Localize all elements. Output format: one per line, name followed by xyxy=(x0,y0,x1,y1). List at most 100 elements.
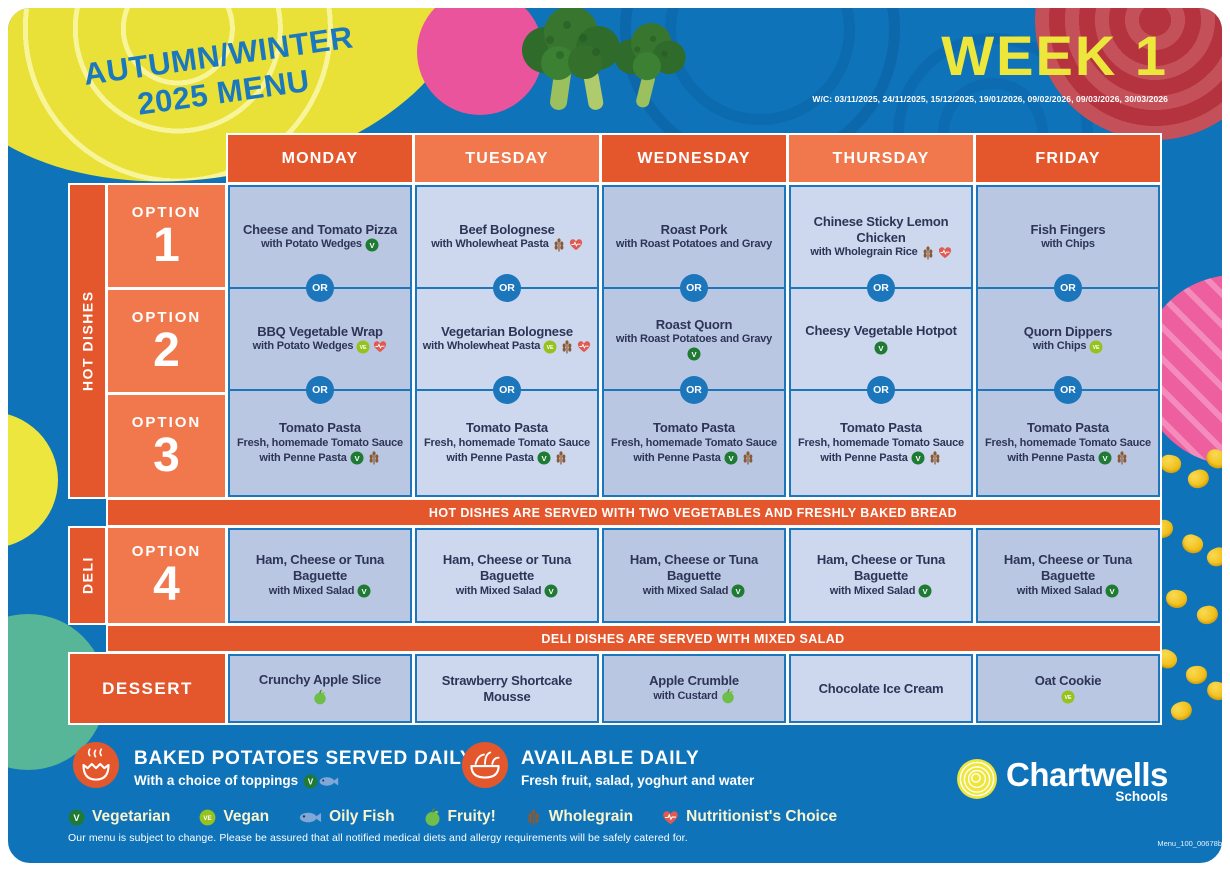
dish-title: Ham, Cheese or Tuna Baguette xyxy=(816,552,946,584)
or-badge: OR xyxy=(680,376,708,404)
wholegrain-icon xyxy=(525,808,542,826)
legend-label: Nutritionist's Choice xyxy=(686,808,838,825)
dish-icon-row: V xyxy=(874,341,888,355)
dish-subline: with Potato Wedges V xyxy=(261,237,379,252)
dish-title: Tomato Pasta xyxy=(1027,420,1109,436)
or-badge: OR xyxy=(867,274,895,302)
svg-text:V: V xyxy=(878,344,884,353)
dish-title: Chinese Sticky Lemon Chicken xyxy=(813,213,949,245)
day-header-wednesday: WEDNESDAY xyxy=(602,135,786,182)
option-1-label: OPTION 1 xyxy=(108,185,225,287)
dish-subline-text: with Chips xyxy=(1041,238,1095,251)
chartwells-swirl-icon xyxy=(956,758,998,800)
legend-label: Fruity! xyxy=(447,808,496,825)
dish-subline: with Chips VE xyxy=(1033,339,1104,354)
dish-title: Quorn Dippers xyxy=(1023,323,1113,339)
dish-subline: with Chips xyxy=(1041,237,1095,252)
hot-dishes-banner: HOT DISHES ARE SERVED WITH TWO VEGETABLE… xyxy=(108,500,1160,525)
or-divider: OR xyxy=(978,274,1158,302)
legend-item-fruity: Fruity! xyxy=(424,807,496,827)
dish-subline: Fresh, homemade Tomato Sauce xyxy=(985,436,1151,451)
deli-option-label: OPTION 4 xyxy=(108,528,225,623)
option-2-label: OPTION 2 xyxy=(108,290,225,392)
dish-title: Cheesy Vegetable Hotpot xyxy=(805,323,957,339)
deli-cell-friday: Ham, Cheese or Tuna Baguette with Mixed S… xyxy=(976,528,1160,623)
dish-subline: with Potato Wedges VE xyxy=(253,339,388,354)
vegetarian-icon: V xyxy=(350,451,364,465)
dish-subline-text: with Potato Wedges xyxy=(252,340,354,353)
day-header-monday: MONDAY xyxy=(228,135,412,182)
or-divider: OR xyxy=(978,376,1158,404)
dish-subline-text: Fresh, homemade Tomato Sauce xyxy=(798,436,964,449)
dish-subline: with Custard xyxy=(653,688,734,704)
disclaimer-text: Our menu is subject to change. Please be… xyxy=(68,832,688,844)
or-divider: OR xyxy=(417,274,597,302)
dish-title: BBQ Vegetable Wrap xyxy=(257,323,383,339)
dish-subline-text: with Roast Potatoes and Gravy xyxy=(615,333,773,346)
or-badge: OR xyxy=(306,376,334,404)
or-divider: OR xyxy=(791,274,971,302)
menu-cell: Cheesy Vegetable Hotpot V xyxy=(791,289,971,389)
document-code: Menu_100_00678b xyxy=(1157,839,1222,848)
legend-item-vegetarian: V Vegetarian xyxy=(68,808,170,826)
svg-text:V: V xyxy=(73,813,80,823)
dish-title: Oat Cookie xyxy=(1034,672,1102,688)
vegan-icon: VE xyxy=(199,809,216,826)
dish-subline: with Penne Pasta V xyxy=(633,451,754,466)
dish-subline-text: with Penne Pasta xyxy=(446,451,534,464)
deli-cell-tuesday: Ham, Cheese or Tuna Baguette with Mixed S… xyxy=(415,528,599,623)
dish-subline-text: with Chips xyxy=(1032,340,1087,353)
dish-subline-text: Fresh, homemade Tomato Sauce xyxy=(237,436,403,449)
dish-subline-text: with Penne Pasta xyxy=(1007,451,1095,464)
dish-subline-text: Fresh, homemade Tomato Sauce xyxy=(611,436,777,449)
vegetarian-icon: V xyxy=(687,347,701,361)
svg-text:VE: VE xyxy=(1093,345,1100,351)
salad-bowl-icon xyxy=(462,742,508,788)
option-word: OPTION xyxy=(131,543,202,561)
menu-table: MONDAY TUESDAY WEDNESDAY THURSDAY FRIDAY HOT… xyxy=(70,135,1160,723)
svg-text:V: V xyxy=(354,454,360,463)
dish-icon-row xyxy=(313,689,327,705)
deli-cell-thursday: Ham, Cheese or Tuna Baguette with Mixed S… xyxy=(789,528,973,623)
or-badge: OR xyxy=(306,274,334,302)
option-number: 3 xyxy=(153,428,180,482)
dish-title: Ham, Cheese or Tuna Baguette xyxy=(1003,552,1133,584)
menu-cell: Tomato Pasta Fresh, homemade Tomato Sauce… xyxy=(417,391,597,495)
dish-title: Roast Quorn xyxy=(655,316,733,332)
dish-subline-text: with Penne Pasta xyxy=(633,451,721,464)
hot-dishes-column-tuesday: Beef Bolognese with Wholewheat Pasta OR Veg… xyxy=(415,185,599,497)
dish-subline: with Mixed Salad V xyxy=(643,584,745,599)
dessert-section-label: DESSERT xyxy=(70,654,225,723)
hot-dishes-column-wednesday: Roast Pork with Roast Potatoes and Gravy O… xyxy=(602,185,786,497)
dish-subline-text: Fresh, homemade Tomato Sauce xyxy=(985,436,1151,449)
dish-subline-text: with Penne Pasta xyxy=(820,451,908,464)
dish-title: Tomato Pasta xyxy=(279,420,361,436)
svg-text:V: V xyxy=(736,587,742,596)
or-divider: OR xyxy=(417,376,597,404)
dish-title: Tomato Pasta xyxy=(653,420,735,436)
vegetarian-icon: V xyxy=(357,584,371,598)
dish-subline-text: with Mixed Salad xyxy=(642,584,729,597)
option-4-label: OPTION 4 xyxy=(108,528,225,623)
dessert-cell-tuesday: Strawberry Shortcake Mousse xyxy=(415,654,599,723)
vegetarian-icon: V xyxy=(1105,584,1119,598)
wholegrain-icon xyxy=(367,451,381,465)
dish-subline-text: with Mixed Salad xyxy=(1016,584,1103,597)
menu-cell: Tomato Pasta Fresh, homemade Tomato Sauce… xyxy=(604,391,784,495)
option-number: 2 xyxy=(153,323,180,377)
or-badge: OR xyxy=(1054,274,1082,302)
svg-text:V: V xyxy=(1110,587,1116,596)
vegetarian-icon: V xyxy=(911,451,925,465)
dish-subline: with Wholewheat Pasta xyxy=(431,237,582,252)
menu-cell: Tomato Pasta Fresh, homemade Tomato Sauce… xyxy=(230,391,410,495)
vegetarian-icon: V xyxy=(724,451,738,465)
svg-text:V: V xyxy=(308,778,314,787)
baked-potato-icon xyxy=(73,742,119,788)
dish-subline: with Penne Pasta V xyxy=(1007,451,1128,466)
dish-subline: with Roast Potatoes and Gravy xyxy=(616,237,772,252)
dish-subline-text: with Custard xyxy=(653,689,718,702)
option-number: 1 xyxy=(153,218,180,272)
svg-text:V: V xyxy=(1102,454,1108,463)
option-3-label: OPTION 3 xyxy=(108,395,225,497)
